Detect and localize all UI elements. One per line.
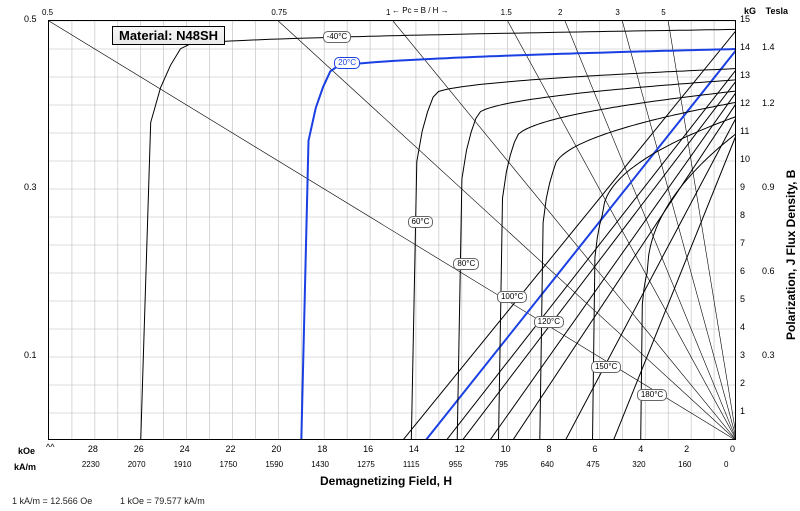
y-left-tick: 0.3 <box>24 182 37 192</box>
y-right-kg-tick: 5 <box>740 294 745 304</box>
unit-kam: kA/m <box>14 462 36 472</box>
footnote-a: 1 kA/m = 12.566 Oe <box>12 496 92 506</box>
y-right-kg-tick: 3 <box>740 350 745 360</box>
pc-label: 2 <box>558 8 562 17</box>
temp-label-150C: 150°C <box>591 361 621 373</box>
x-kam-tick: 160 <box>678 460 691 469</box>
x-kam-tick: 320 <box>632 460 645 469</box>
unit-tesla: Tesla <box>766 6 788 16</box>
y-right-kg-tick: 4 <box>740 322 745 332</box>
unit-koe: kOe <box>18 446 35 456</box>
x-kam-tick: 2230 <box>82 460 100 469</box>
x-koe-tick: 2 <box>684 444 689 454</box>
pc-title-label: ← Pc = B / H → <box>392 6 449 15</box>
temp-label-120C: 120°C <box>534 316 564 328</box>
y-right-tesla-tick: 1.2 <box>762 98 775 108</box>
pc-label: 1.5 <box>501 8 512 17</box>
axis-continuation-marker: ^^ <box>46 442 54 452</box>
y-right-kg-tick: 15 <box>740 14 750 24</box>
pc-label: 5 <box>661 8 665 17</box>
x-kam-tick: 640 <box>541 460 554 469</box>
material-name: N48SH <box>176 28 218 43</box>
x-koe-tick: 28 <box>88 444 98 454</box>
y-right-kg-tick: 6 <box>740 266 745 276</box>
b-curve-60C <box>446 69 736 440</box>
x-koe-tick: 22 <box>225 444 235 454</box>
x-koe-tick: 18 <box>317 444 327 454</box>
x-koe-tick: 8 <box>547 444 552 454</box>
x-kam-tick: 1910 <box>174 460 192 469</box>
y-left-tick: 0.1 <box>24 350 37 360</box>
pc-label: 0.75 <box>271 8 287 17</box>
x-kam-tick: 1115 <box>403 460 420 469</box>
page: Material: N48SH Polarization, J Flux Den… <box>0 0 800 511</box>
material-box: Material: N48SH <box>112 26 225 45</box>
pc-label: 0.5 <box>42 8 53 17</box>
y-right-kg-tick: 9 <box>740 182 745 192</box>
x-kam-tick: 2070 <box>128 460 146 469</box>
x-kam-tick: 1275 <box>357 460 375 469</box>
b-curve-120C <box>512 102 736 440</box>
y-left-tick: 0.5 <box>24 14 37 24</box>
x-kam-tick: 795 <box>495 460 508 469</box>
j-curve-20C <box>301 49 736 440</box>
temp-label-80C: 80°C <box>453 258 479 270</box>
y-right-kg-tick: 12 <box>740 98 750 108</box>
chart-svg <box>49 21 736 440</box>
material-label: Material: <box>119 28 172 43</box>
pc-label: 3 <box>615 8 619 17</box>
b-curve-20C <box>425 49 736 440</box>
y-right-tesla-tick: 0.3 <box>762 350 775 360</box>
y-right-kg-tick: 7 <box>740 238 745 248</box>
b-curve-100C <box>489 91 736 440</box>
demag-chart <box>48 20 736 440</box>
x-koe-tick: 12 <box>455 444 465 454</box>
y-right-axis-title: Polarization, J Flux Density, B <box>784 120 798 340</box>
x-koe-tick: 10 <box>501 444 511 454</box>
y-right-kg-tick: 2 <box>740 378 745 388</box>
x-koe-tick: 16 <box>363 444 373 454</box>
x-kam-tick: 1750 <box>219 460 237 469</box>
y-right-kg-tick: 14 <box>740 42 750 52</box>
x-koe-tick: 6 <box>592 444 597 454</box>
temp-label--40C: -40°C <box>323 31 352 43</box>
y-right-kg-tick: 1 <box>740 406 745 416</box>
j-curve--40C <box>141 29 736 440</box>
x-koe-tick: 4 <box>638 444 643 454</box>
temp-label-180C: 180°C <box>637 389 667 401</box>
x-axis-title: Demagnetizing Field, H <box>320 474 452 488</box>
x-kam-tick: 1430 <box>311 460 329 469</box>
x-kam-tick: 0 <box>724 460 728 469</box>
x-koe-tick: 14 <box>409 444 419 454</box>
x-koe-tick: 26 <box>134 444 144 454</box>
y-right-kg-tick: 10 <box>740 154 750 164</box>
temp-label-20C: 20°C <box>334 57 360 69</box>
temp-label-60C: 60°C <box>408 216 434 228</box>
b-curve-80C <box>462 80 736 440</box>
y-right-tesla-tick: 0.6 <box>762 266 775 276</box>
footnote-b: 1 kOe = 79.577 kA/m <box>120 496 205 506</box>
y-right-kg-tick: 8 <box>740 210 745 220</box>
x-koe-tick: 24 <box>180 444 190 454</box>
temp-label-100C: 100°C <box>497 291 527 303</box>
y-right-tesla-tick: 1.4 <box>762 42 775 52</box>
y-right-kg-tick: 11 <box>740 126 749 136</box>
x-koe-tick: 0 <box>730 444 735 454</box>
x-kam-tick: 475 <box>586 460 599 469</box>
y-right-kg-tick: 13 <box>740 70 750 80</box>
y-right-tesla-tick: 0.9 <box>762 182 775 192</box>
x-koe-tick: 20 <box>271 444 281 454</box>
x-kam-tick: 1590 <box>265 460 283 469</box>
x-kam-tick: 955 <box>449 460 462 469</box>
pc-label: 1 <box>386 8 390 17</box>
